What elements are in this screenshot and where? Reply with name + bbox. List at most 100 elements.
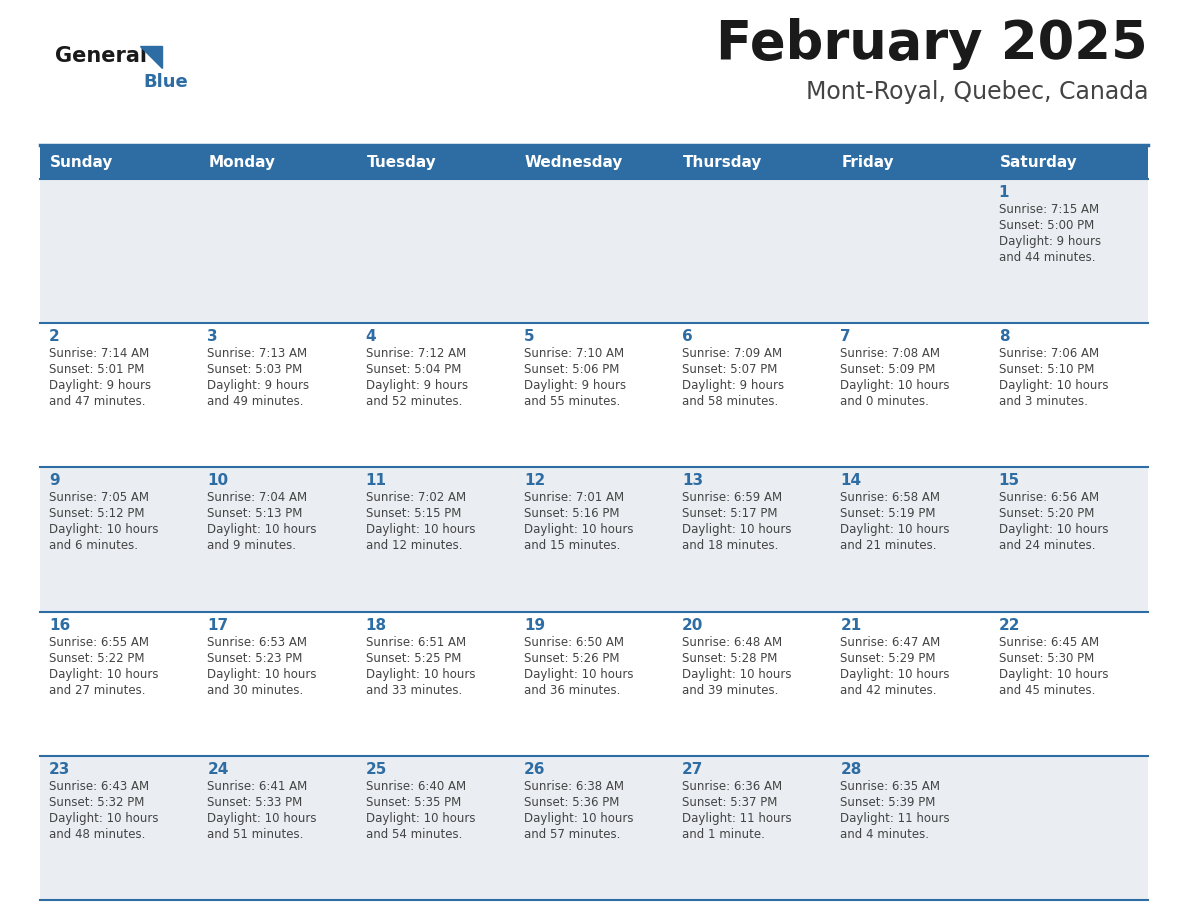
Text: Saturday: Saturday [1000, 154, 1078, 170]
Text: and 47 minutes.: and 47 minutes. [49, 396, 145, 409]
Text: Sunset: 5:26 PM: Sunset: 5:26 PM [524, 652, 619, 665]
Text: Sunrise: 7:05 AM: Sunrise: 7:05 AM [49, 491, 148, 504]
Text: and 58 minutes.: and 58 minutes. [682, 396, 778, 409]
Text: and 54 minutes.: and 54 minutes. [366, 828, 462, 841]
Text: Sunrise: 6:35 AM: Sunrise: 6:35 AM [840, 779, 941, 793]
Text: Sunset: 5:01 PM: Sunset: 5:01 PM [49, 364, 145, 376]
Text: Sunset: 5:20 PM: Sunset: 5:20 PM [999, 508, 1094, 521]
Text: and 55 minutes.: and 55 minutes. [524, 396, 620, 409]
Text: Sunrise: 6:43 AM: Sunrise: 6:43 AM [49, 779, 150, 793]
Text: Daylight: 9 hours: Daylight: 9 hours [999, 235, 1101, 248]
Text: 24: 24 [207, 762, 228, 777]
Text: and 30 minutes.: and 30 minutes. [207, 684, 304, 697]
Text: 16: 16 [49, 618, 70, 633]
Text: 15: 15 [999, 474, 1019, 488]
Text: Sunset: 5:10 PM: Sunset: 5:10 PM [999, 364, 1094, 376]
Text: Sunrise: 6:41 AM: Sunrise: 6:41 AM [207, 779, 308, 793]
Text: Sunset: 5:22 PM: Sunset: 5:22 PM [49, 652, 145, 665]
Text: Sunrise: 6:59 AM: Sunrise: 6:59 AM [682, 491, 782, 504]
Text: and 3 minutes.: and 3 minutes. [999, 396, 1087, 409]
Text: Sunrise: 7:12 AM: Sunrise: 7:12 AM [366, 347, 466, 360]
Text: General: General [55, 46, 147, 66]
Bar [40, 611, 1148, 756]
Text: Daylight: 10 hours: Daylight: 10 hours [366, 812, 475, 824]
Text: Sunrise: 6:45 AM: Sunrise: 6:45 AM [999, 635, 1099, 649]
Text: Sunrise: 6:53 AM: Sunrise: 6:53 AM [207, 635, 308, 649]
Text: Sunset: 5:29 PM: Sunset: 5:29 PM [840, 652, 936, 665]
Text: Daylight: 10 hours: Daylight: 10 hours [49, 812, 158, 824]
Text: Sunrise: 7:13 AM: Sunrise: 7:13 AM [207, 347, 308, 360]
Text: Sunrise: 6:47 AM: Sunrise: 6:47 AM [840, 635, 941, 649]
Text: Sunrise: 7:09 AM: Sunrise: 7:09 AM [682, 347, 782, 360]
Text: Sunset: 5:09 PM: Sunset: 5:09 PM [840, 364, 936, 376]
Text: 10: 10 [207, 474, 228, 488]
Text: Daylight: 11 hours: Daylight: 11 hours [682, 812, 791, 824]
Text: Daylight: 10 hours: Daylight: 10 hours [207, 812, 317, 824]
Text: Sunset: 5:23 PM: Sunset: 5:23 PM [207, 652, 303, 665]
Text: Sunset: 5:19 PM: Sunset: 5:19 PM [840, 508, 936, 521]
Text: Sunset: 5:03 PM: Sunset: 5:03 PM [207, 364, 303, 376]
Text: Sunrise: 6:51 AM: Sunrise: 6:51 AM [366, 635, 466, 649]
Text: and 4 minutes.: and 4 minutes. [840, 828, 929, 841]
Text: Sunrise: 7:10 AM: Sunrise: 7:10 AM [524, 347, 624, 360]
Text: Sunset: 5:30 PM: Sunset: 5:30 PM [999, 652, 1094, 665]
Text: Sunrise: 6:40 AM: Sunrise: 6:40 AM [366, 779, 466, 793]
Text: and 24 minutes.: and 24 minutes. [999, 540, 1095, 553]
Polygon shape [140, 46, 162, 68]
Text: 19: 19 [524, 618, 545, 633]
Text: Sunset: 5:35 PM: Sunset: 5:35 PM [366, 796, 461, 809]
Text: and 9 minutes.: and 9 minutes. [207, 540, 296, 553]
Text: Monday: Monday [208, 154, 276, 170]
Text: Sunrise: 7:01 AM: Sunrise: 7:01 AM [524, 491, 624, 504]
Text: 2: 2 [49, 330, 59, 344]
Text: Sunset: 5:36 PM: Sunset: 5:36 PM [524, 796, 619, 809]
Text: 7: 7 [840, 330, 851, 344]
Text: Daylight: 10 hours: Daylight: 10 hours [524, 812, 633, 824]
Text: Daylight: 10 hours: Daylight: 10 hours [682, 667, 791, 680]
Text: 28: 28 [840, 762, 861, 777]
Text: Daylight: 10 hours: Daylight: 10 hours [49, 523, 158, 536]
Text: Sunrise: 6:48 AM: Sunrise: 6:48 AM [682, 635, 782, 649]
Text: 21: 21 [840, 618, 861, 633]
Text: Sunrise: 7:06 AM: Sunrise: 7:06 AM [999, 347, 1099, 360]
Text: 12: 12 [524, 474, 545, 488]
Text: Sunrise: 7:14 AM: Sunrise: 7:14 AM [49, 347, 150, 360]
Text: and 57 minutes.: and 57 minutes. [524, 828, 620, 841]
Text: and 49 minutes.: and 49 minutes. [207, 396, 304, 409]
Text: Sunset: 5:04 PM: Sunset: 5:04 PM [366, 364, 461, 376]
Text: and 51 minutes.: and 51 minutes. [207, 828, 304, 841]
Text: Sunday: Sunday [50, 154, 113, 170]
Text: and 12 minutes.: and 12 minutes. [366, 540, 462, 553]
Text: Sunset: 5:16 PM: Sunset: 5:16 PM [524, 508, 619, 521]
Text: Daylight: 10 hours: Daylight: 10 hours [999, 523, 1108, 536]
Bar [40, 179, 1148, 323]
Text: Daylight: 10 hours: Daylight: 10 hours [524, 523, 633, 536]
Text: and 21 minutes.: and 21 minutes. [840, 540, 937, 553]
Text: 9: 9 [49, 474, 59, 488]
Text: Sunrise: 6:55 AM: Sunrise: 6:55 AM [49, 635, 148, 649]
Text: and 18 minutes.: and 18 minutes. [682, 540, 778, 553]
Text: Wednesday: Wednesday [525, 154, 624, 170]
Text: Daylight: 10 hours: Daylight: 10 hours [840, 523, 950, 536]
Text: 11: 11 [366, 474, 386, 488]
Text: Blue: Blue [143, 73, 188, 91]
Text: and 52 minutes.: and 52 minutes. [366, 396, 462, 409]
Text: Thursday: Thursday [683, 154, 763, 170]
Text: and 48 minutes.: and 48 minutes. [49, 828, 145, 841]
Text: 14: 14 [840, 474, 861, 488]
Text: Sunrise: 6:36 AM: Sunrise: 6:36 AM [682, 779, 782, 793]
Bar [40, 467, 1148, 611]
Text: February 2025: February 2025 [716, 18, 1148, 70]
Text: and 27 minutes.: and 27 minutes. [49, 684, 145, 697]
Text: 22: 22 [999, 618, 1020, 633]
Text: Sunset: 5:12 PM: Sunset: 5:12 PM [49, 508, 145, 521]
Text: and 1 minute.: and 1 minute. [682, 828, 765, 841]
Text: Sunset: 5:25 PM: Sunset: 5:25 PM [366, 652, 461, 665]
Text: Daylight: 10 hours: Daylight: 10 hours [366, 667, 475, 680]
Text: Sunset: 5:33 PM: Sunset: 5:33 PM [207, 796, 303, 809]
Text: and 39 minutes.: and 39 minutes. [682, 684, 778, 697]
Text: and 0 minutes.: and 0 minutes. [840, 396, 929, 409]
Text: Daylight: 10 hours: Daylight: 10 hours [999, 667, 1108, 680]
Text: Sunrise: 7:08 AM: Sunrise: 7:08 AM [840, 347, 941, 360]
Text: Sunset: 5:17 PM: Sunset: 5:17 PM [682, 508, 778, 521]
